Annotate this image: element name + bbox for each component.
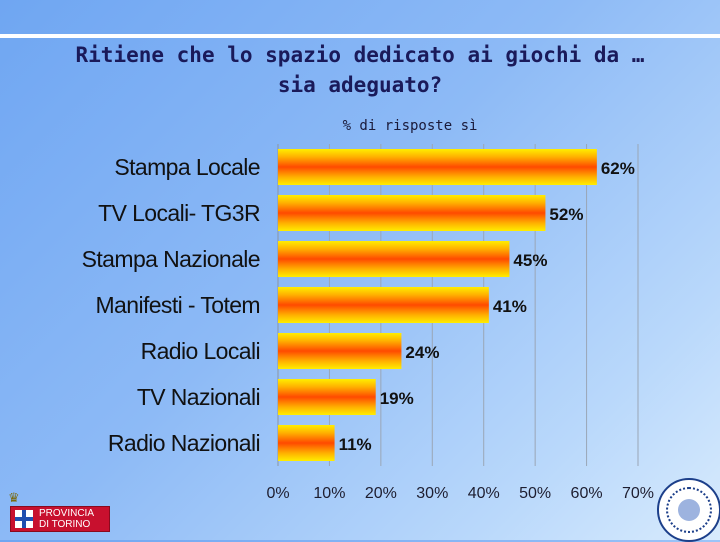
provincia-logo: ♛ PROVINCIA DI TORINO bbox=[6, 490, 110, 534]
data-label: 11% bbox=[339, 435, 372, 454]
data-label: 24% bbox=[405, 343, 439, 362]
crown-icon: ♛ bbox=[8, 490, 20, 505]
bar bbox=[278, 333, 402, 369]
category-label: TV Locali- TG3R bbox=[98, 200, 260, 226]
bar bbox=[278, 241, 510, 277]
data-label: 45% bbox=[513, 251, 547, 270]
bar-layer bbox=[278, 149, 597, 461]
x-tick-label: 50% bbox=[519, 485, 551, 502]
x-tick-label: 60% bbox=[571, 485, 603, 502]
slide-title: Ritiene che lo spazio dedicato ai giochi… bbox=[0, 40, 720, 100]
seal-ring bbox=[666, 487, 712, 533]
x-tick-label: 40% bbox=[468, 485, 500, 502]
bar bbox=[278, 149, 597, 185]
title-line-1: Ritiene che lo spazio dedicato ai giochi… bbox=[75, 43, 645, 67]
x-tick-label: 70% bbox=[622, 485, 654, 502]
category-label: Stampa Nazionale bbox=[82, 246, 260, 272]
cross-shield-icon bbox=[15, 510, 33, 528]
x-tick-label: 30% bbox=[416, 485, 448, 502]
x-tick-label: 0% bbox=[266, 485, 289, 502]
bar bbox=[278, 195, 546, 231]
data-label: 52% bbox=[549, 205, 583, 224]
top-rule bbox=[0, 34, 720, 38]
provincia-badge: PROVINCIA DI TORINO bbox=[10, 506, 110, 532]
category-label: TV Nazionali bbox=[137, 384, 260, 410]
category-label: Stampa Locale bbox=[114, 154, 260, 180]
data-label: 19% bbox=[380, 389, 414, 408]
category-label: Radio Nazionali bbox=[108, 430, 260, 456]
data-label: 62% bbox=[601, 159, 635, 178]
bar bbox=[278, 287, 489, 323]
category-label: Manifesti - Totem bbox=[96, 292, 261, 318]
provincia-text: PROVINCIA DI TORINO bbox=[39, 508, 94, 530]
bar bbox=[278, 425, 335, 461]
data-label: 41% bbox=[493, 297, 527, 316]
label-layer: 0% 10% 20% 30% 40% 50% 60% 70% Stampa Locale 62% T… bbox=[82, 154, 654, 502]
chart-subtitle: % di risposte sì bbox=[342, 118, 478, 134]
seal-core bbox=[678, 499, 700, 521]
category-label: Radio Locali bbox=[141, 338, 260, 364]
x-tick-label: 20% bbox=[365, 485, 397, 502]
x-tick-label: 10% bbox=[313, 485, 345, 502]
bar bbox=[278, 379, 376, 415]
title-line-2: sia adeguato? bbox=[277, 73, 443, 97]
seal-logo bbox=[657, 478, 720, 542]
